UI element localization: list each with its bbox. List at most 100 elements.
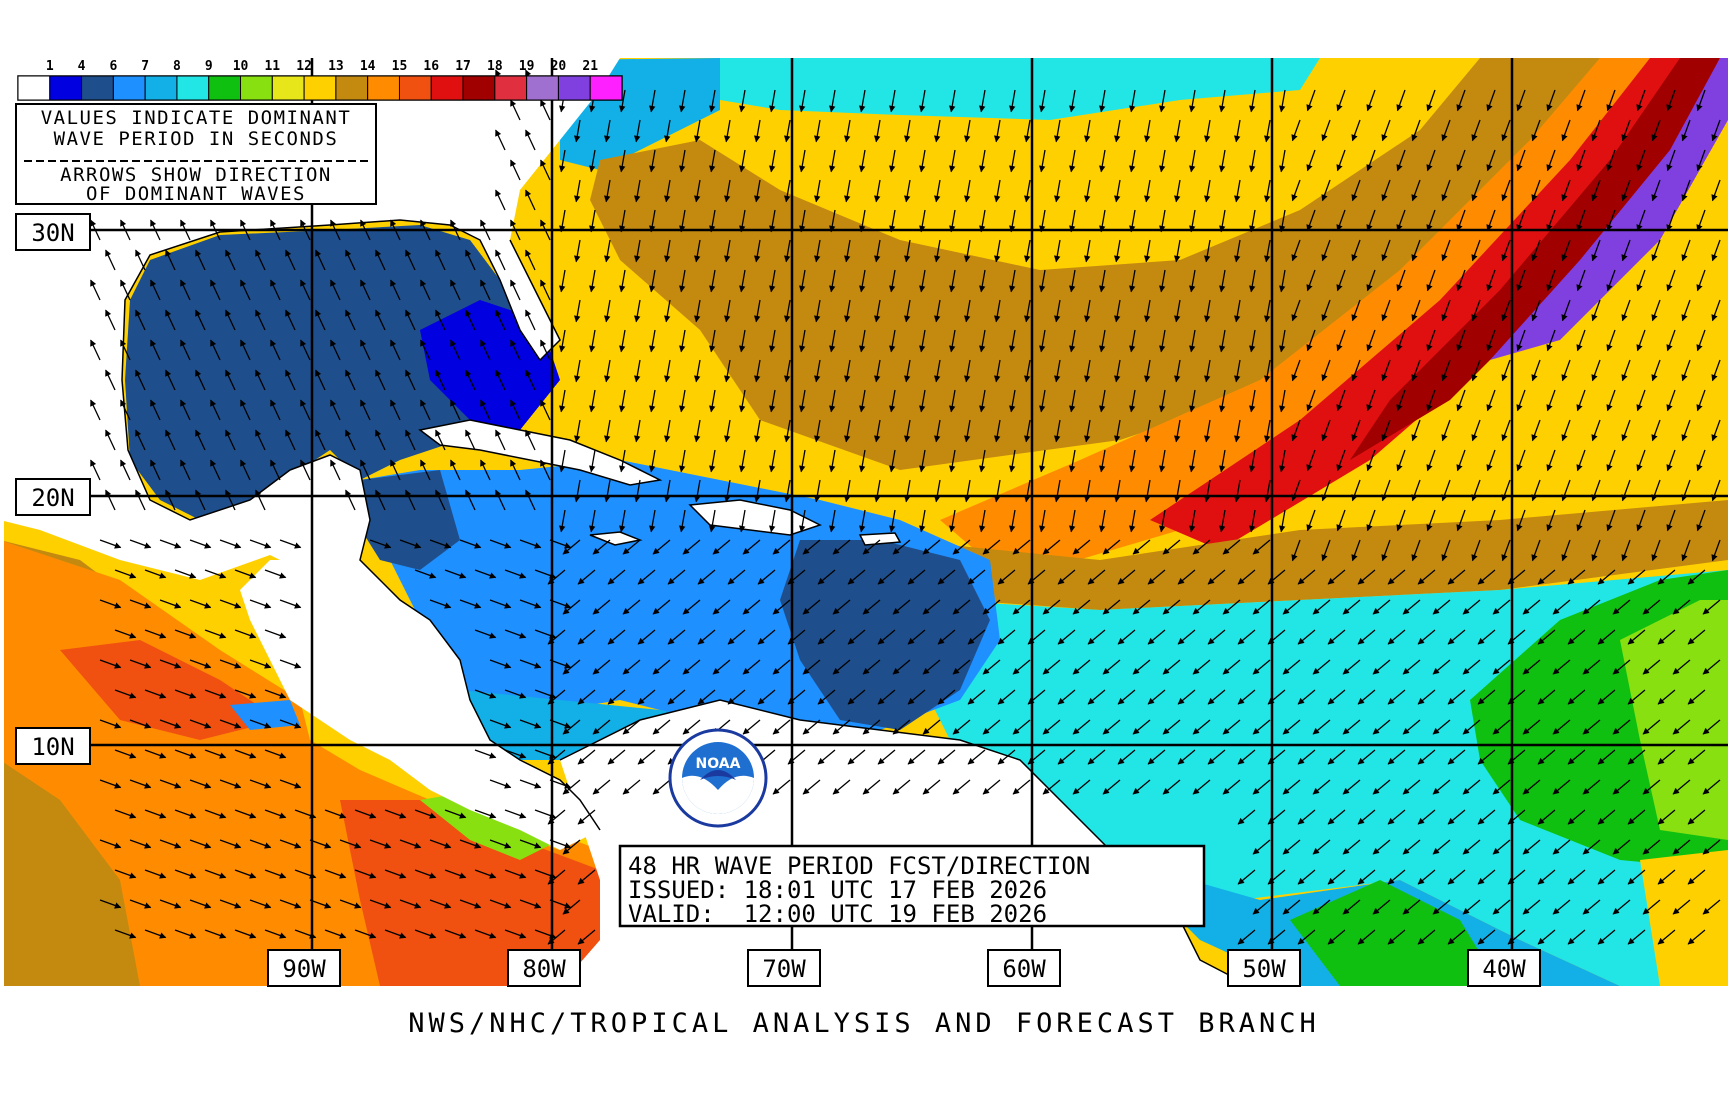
wave-arrow: [345, 249, 356, 271]
wave-arrow: [1516, 89, 1526, 112]
legend-scale-label: 8: [173, 59, 181, 74]
wave-arrow: [1291, 179, 1301, 202]
wave-arrow: [859, 389, 866, 413]
wave-arrow: [1072, 539, 1091, 555]
wave-arrow: [375, 429, 386, 451]
wave-arrow: [862, 599, 881, 615]
wave-arrow: [510, 399, 521, 421]
wave-arrow: [1486, 509, 1496, 532]
wave-arrow: [1249, 149, 1256, 173]
wave-arrow: [1507, 629, 1526, 645]
wave-arrow: [1636, 89, 1646, 112]
wave-arrow: [844, 119, 851, 143]
wave-arrow: [1039, 449, 1046, 473]
wave-arrow: [664, 239, 671, 263]
wave-arrow: [769, 329, 776, 353]
wave-arrow: [1024, 179, 1031, 203]
wave-arrow: [1576, 389, 1586, 412]
wave-arrow: [480, 219, 491, 241]
wave-arrow: [1327, 569, 1346, 585]
wave-arrow: [1426, 389, 1436, 412]
wave-arrow: [1492, 599, 1511, 615]
wave-arrow: [1249, 89, 1256, 113]
wave-arrow: [784, 359, 791, 383]
wave-arrow: [375, 369, 386, 391]
wave-arrow: [1204, 239, 1211, 263]
wave-arrow: [1249, 269, 1256, 293]
legend-swatch: [367, 75, 400, 101]
legend-scale-label: 11: [264, 59, 280, 74]
footer-credit: NWS/NHC/TROPICAL ANALYSIS AND FORECAST B…: [408, 1008, 1320, 1039]
puerto-rico-land: [860, 533, 900, 545]
wave-arrow: [724, 299, 731, 323]
wave-arrow: [1219, 449, 1226, 473]
wave-arrow: [1561, 419, 1571, 442]
wave-arrow: [604, 479, 611, 503]
wave-arrow: [979, 329, 986, 353]
wave-arrow: [210, 219, 221, 241]
wave-arrow: [769, 449, 776, 473]
wave-arrow: [1372, 599, 1391, 615]
wave-arrow: [652, 599, 671, 615]
wave-arrow: [1696, 449, 1706, 472]
wave-arrow: [979, 389, 986, 413]
wave-arrow: [1069, 509, 1076, 533]
wave-arrow: [637, 569, 656, 585]
lon-label-50w: 50W: [1242, 955, 1286, 983]
wave-arrow: [1486, 209, 1496, 232]
wave-arrow: [1321, 539, 1331, 562]
wave-arrow: [405, 369, 416, 391]
wave-arrow: [1114, 119, 1121, 143]
wave-arrow: [1099, 449, 1106, 473]
wave-arrow: [949, 209, 956, 233]
wave-arrow: [1606, 509, 1616, 532]
wave-arrow: [195, 429, 206, 451]
wave-arrow: [1024, 479, 1031, 503]
wave-arrow: [255, 369, 266, 391]
wave-arrow: [859, 269, 866, 293]
wave-arrow: [1447, 629, 1466, 645]
wave-arrow: [1129, 269, 1136, 293]
wave-arrow: [859, 149, 866, 173]
wave-arrow: [1249, 509, 1256, 533]
wave-arrow: [949, 269, 956, 293]
wave-arrow: [1351, 359, 1361, 382]
wave-arrow: [390, 399, 401, 421]
wave-arrow: [589, 149, 596, 173]
wave-arrow: [919, 329, 926, 353]
wave-arrow: [285, 309, 296, 331]
wave-arrow: [1612, 599, 1631, 615]
wave-arrow: [1651, 419, 1661, 442]
wave-arrow: [724, 419, 731, 443]
legend-swatch: [208, 75, 242, 101]
wave-arrow: [1084, 179, 1091, 203]
wave-arrow: [757, 569, 776, 585]
wave-arrow: [877, 569, 896, 585]
wave-arrow: [1651, 299, 1661, 322]
wave-arrow: [1537, 629, 1556, 645]
wave-arrow: [420, 399, 431, 421]
wave-arrow: [1072, 599, 1091, 615]
wave-arrow: [919, 389, 926, 413]
wave-arrow: [1189, 509, 1196, 533]
wave-arrow: [1351, 239, 1361, 262]
wave-arrow: [135, 309, 146, 331]
wave-arrow: [1516, 509, 1526, 532]
wave-arrow: [1054, 479, 1061, 503]
wave-arrow: [1621, 119, 1631, 142]
swell-orange-band: [940, 58, 1680, 580]
wave-arrow: [1321, 419, 1331, 442]
wave-arrow: [889, 449, 896, 473]
wave-arrow: [1486, 389, 1496, 412]
legend-scale-label: 7: [141, 59, 149, 74]
wave-arrow: [180, 279, 191, 301]
wave-arrow: [709, 89, 716, 113]
bahamas-brown: [590, 370, 760, 460]
wave-arrow: [1636, 449, 1646, 472]
wave-arrow: [1039, 149, 1046, 173]
wave-arrow: [540, 399, 551, 421]
wave-arrow: [1411, 479, 1421, 502]
wave-arrow: [1426, 509, 1436, 532]
wave-arrow: [1597, 569, 1616, 585]
wave-arrow: [1234, 479, 1241, 503]
